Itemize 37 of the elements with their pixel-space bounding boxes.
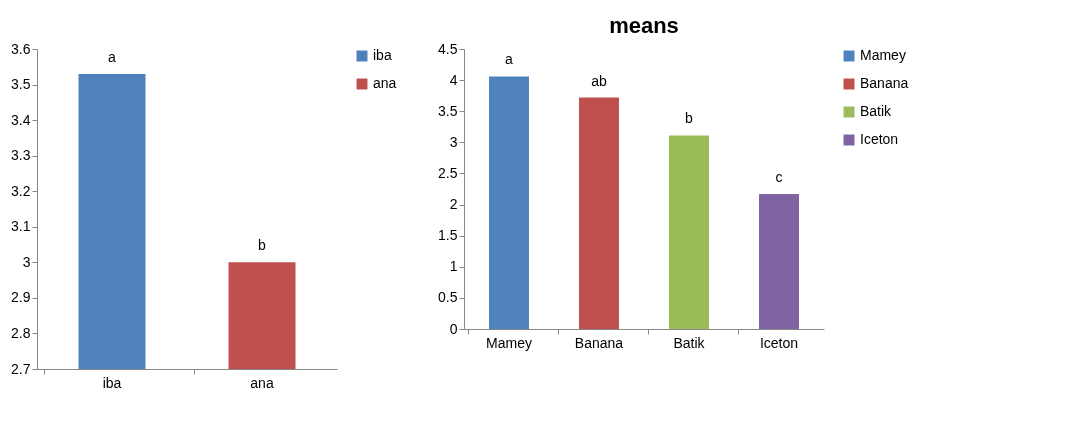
- y-tick-label: 3.6: [11, 40, 31, 57]
- x-tick-label: Batik: [673, 334, 706, 351]
- y-tick-label: 1.5: [438, 227, 458, 244]
- annotation: c: [775, 168, 783, 185]
- y-tick-label: 3.1: [11, 218, 31, 235]
- y-tick-label: 3.5: [11, 76, 31, 93]
- y-tick-label: 2.9: [11, 289, 31, 306]
- annotation: a: [108, 48, 117, 65]
- y-tick-label: 4.5: [438, 40, 458, 57]
- annotation: ab: [591, 72, 607, 89]
- legend-label: Banana: [860, 75, 909, 91]
- y-tick-label: 3.3: [11, 147, 31, 164]
- y-tick-label: 1: [449, 258, 458, 275]
- y-tick-label: 2.7: [11, 360, 31, 377]
- x-tick-label: Iceton: [759, 334, 799, 351]
- legend-label: Iceton: [860, 131, 899, 147]
- y-tick-label: 0.5: [438, 289, 458, 306]
- y-tick-label: 3.2: [11, 182, 31, 199]
- legend-label: Batik: [860, 103, 893, 119]
- y-tick-label: 3.4: [11, 111, 31, 128]
- y-tick-label: 3.5: [438, 102, 458, 119]
- y-tick-label: 4: [449, 71, 458, 88]
- y-tick-label: 3: [449, 133, 458, 150]
- annotation: b: [258, 237, 267, 254]
- y-tick-label: 2.8: [11, 324, 31, 341]
- annotation: b: [685, 110, 694, 127]
- annotation: a: [505, 51, 514, 68]
- legend-label: Mamey: [860, 47, 906, 63]
- legend-label: ana: [373, 75, 397, 91]
- y-tick-label: 2.5: [438, 164, 458, 181]
- y-tick-label: 0: [449, 320, 458, 337]
- legend-label: iba: [373, 47, 392, 63]
- y-tick-label: 2: [449, 196, 458, 213]
- y-tick-label: 3: [22, 253, 31, 270]
- x-tick-label: Mamey: [486, 334, 532, 351]
- chart-title: means: [609, 13, 679, 38]
- x-tick-label: Banana: [574, 334, 624, 351]
